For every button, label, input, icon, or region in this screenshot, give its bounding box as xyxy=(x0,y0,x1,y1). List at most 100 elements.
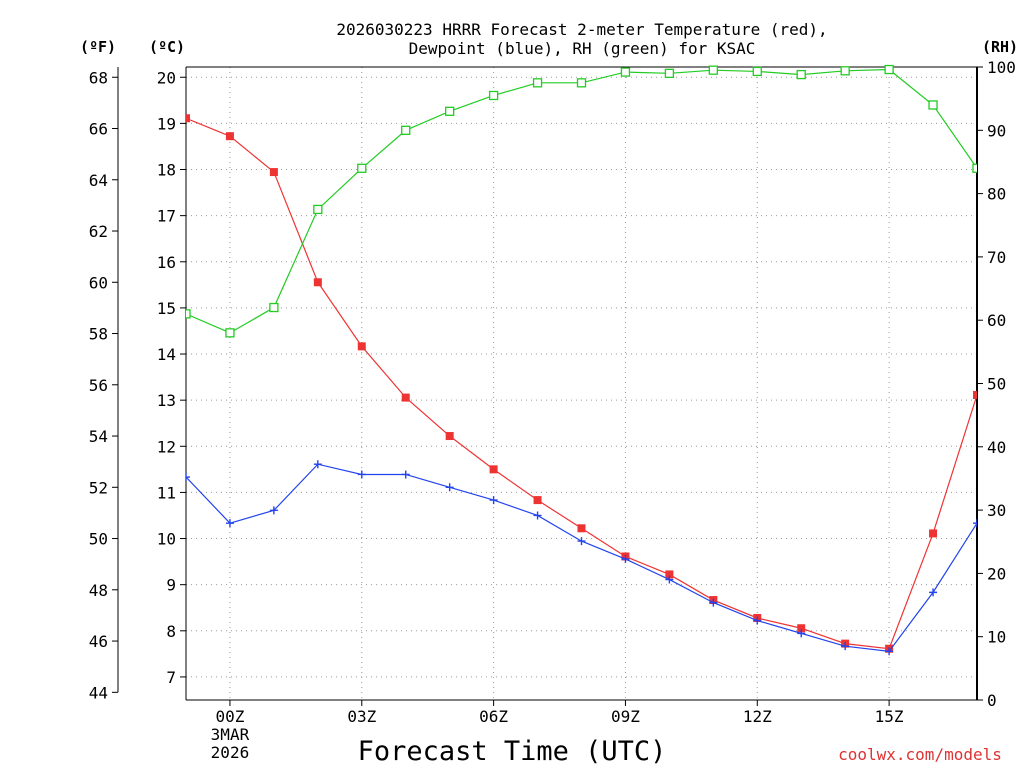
rh-point xyxy=(796,69,806,80)
dewpoint-point xyxy=(401,470,410,479)
rh-tick-label: 90 xyxy=(987,121,1006,140)
rh-tick-label: 50 xyxy=(987,375,1006,394)
f-tick-label: 68 xyxy=(89,68,108,87)
x-tick-label: 03Z xyxy=(347,707,376,726)
c-tick-label: 19 xyxy=(157,114,176,133)
temperature-point xyxy=(269,168,278,177)
c-tick-label: 18 xyxy=(157,161,176,180)
rh-point xyxy=(532,78,543,88)
x-tick-label: 06Z xyxy=(479,707,508,726)
dewpoint-point xyxy=(577,537,586,546)
c-tick-label: 10 xyxy=(157,530,176,549)
rh-tick-label: 0 xyxy=(987,691,997,710)
temperature-point xyxy=(313,278,322,287)
chart-title-line2: Dewpoint (blue), RH (green) for KSAC xyxy=(409,39,756,58)
rh-line xyxy=(186,68,977,334)
c-tick-label: 7 xyxy=(166,668,176,687)
rh-point xyxy=(620,67,631,77)
rh-point xyxy=(186,309,191,319)
dewpoint-point xyxy=(269,506,278,515)
temperature-point xyxy=(929,529,938,538)
x-tick-label: 00Z xyxy=(215,707,244,726)
c-tick-label: 9 xyxy=(166,576,176,595)
f-tick-label: 52 xyxy=(89,478,108,497)
x-tick-date: 3MAR xyxy=(211,725,250,744)
series-rh xyxy=(186,64,977,338)
rh-point xyxy=(752,66,762,77)
temperature-point xyxy=(357,342,366,351)
f-tick-label: 54 xyxy=(89,427,108,446)
x-tick-year: 2026 xyxy=(211,743,250,762)
c-tick-label: 12 xyxy=(157,437,176,456)
right-axis-label: (RH) xyxy=(982,38,1018,56)
rh-point xyxy=(884,64,894,75)
c-tick-label: 14 xyxy=(157,345,176,364)
dewpoint-point xyxy=(533,511,542,520)
f-tick-label: 60 xyxy=(89,273,108,292)
left-axis-c-label: (ºC) xyxy=(149,38,185,56)
watermark: coolwx.com/models xyxy=(838,745,1002,764)
series-temperature xyxy=(186,114,977,653)
x-tick-label: 15Z xyxy=(875,707,904,726)
c-tick-label: 20 xyxy=(157,68,176,87)
f-tick-label: 66 xyxy=(89,120,108,139)
rh-tick-label: 20 xyxy=(987,564,1006,583)
temperature-point xyxy=(577,524,586,533)
rh-point xyxy=(225,328,235,338)
rh-tick-label: 80 xyxy=(987,185,1006,204)
dewpoint-point xyxy=(753,616,762,625)
rh-tick-label: 60 xyxy=(987,311,1006,330)
c-tick-label: 15 xyxy=(157,299,176,318)
rh-point xyxy=(928,100,938,110)
dewpoint-point xyxy=(841,642,850,651)
temperature-point xyxy=(797,624,806,633)
dewpoint-point xyxy=(186,473,190,482)
dewpoint-point xyxy=(885,647,894,656)
f-tick-label: 64 xyxy=(89,171,108,190)
left-axis-f-label: (ºF) xyxy=(80,38,116,56)
rh-point xyxy=(445,106,455,116)
x-tick-label: 09Z xyxy=(611,707,640,726)
temperature-point xyxy=(973,391,977,400)
temperature-line xyxy=(186,117,977,650)
f-tick-label: 50 xyxy=(89,530,108,549)
dewpoint-point xyxy=(445,483,454,492)
temperature-point xyxy=(445,432,454,441)
dewpoint-point xyxy=(357,470,366,479)
f-tick-label: 44 xyxy=(89,683,108,702)
dewpoint-point xyxy=(313,460,322,469)
rh-point xyxy=(664,68,675,78)
temperature-point xyxy=(186,114,190,123)
plot-axes: 44 46 48 50 52 54 56 58 60 62 64 66 68 7 8 9 10 11 12 13 14 1… xyxy=(89,58,1016,762)
temperature-point xyxy=(225,132,234,141)
f-tick-label: 62 xyxy=(89,222,108,241)
rh-tick-label: 10 xyxy=(987,628,1006,647)
x-axis-title: Forecast Time (UTC) xyxy=(358,736,667,767)
c-tick-label: 17 xyxy=(157,207,176,226)
f-tick-label: 56 xyxy=(89,376,108,395)
rh-tick-label: 70 xyxy=(987,248,1006,267)
c-tick-label: 16 xyxy=(157,253,176,272)
dewpoint-point xyxy=(929,588,938,597)
dewpoint-point xyxy=(797,629,806,638)
rh-point xyxy=(576,78,587,88)
c-tick-label: 13 xyxy=(157,391,176,410)
rh-tick-label: 100 xyxy=(987,58,1016,77)
plot-grid xyxy=(186,67,977,700)
c-tick-label: 11 xyxy=(157,483,176,502)
rh-point xyxy=(840,66,850,76)
temperature-point xyxy=(665,570,674,579)
rh-point xyxy=(401,125,411,135)
chart-title-line1: 2026030223 HRRR Forecast 2-meter Tempera… xyxy=(336,20,827,39)
series-layer xyxy=(186,64,977,656)
f-tick-label: 48 xyxy=(89,581,108,600)
temperature-point xyxy=(401,393,410,402)
dewpoint-point xyxy=(621,555,630,564)
rh-point xyxy=(313,204,323,215)
series-dewpoint xyxy=(186,460,977,656)
rh-point xyxy=(269,302,279,313)
temperature-point xyxy=(533,496,542,505)
dewpoint-point xyxy=(225,519,234,528)
dewpoint-point xyxy=(489,496,498,505)
